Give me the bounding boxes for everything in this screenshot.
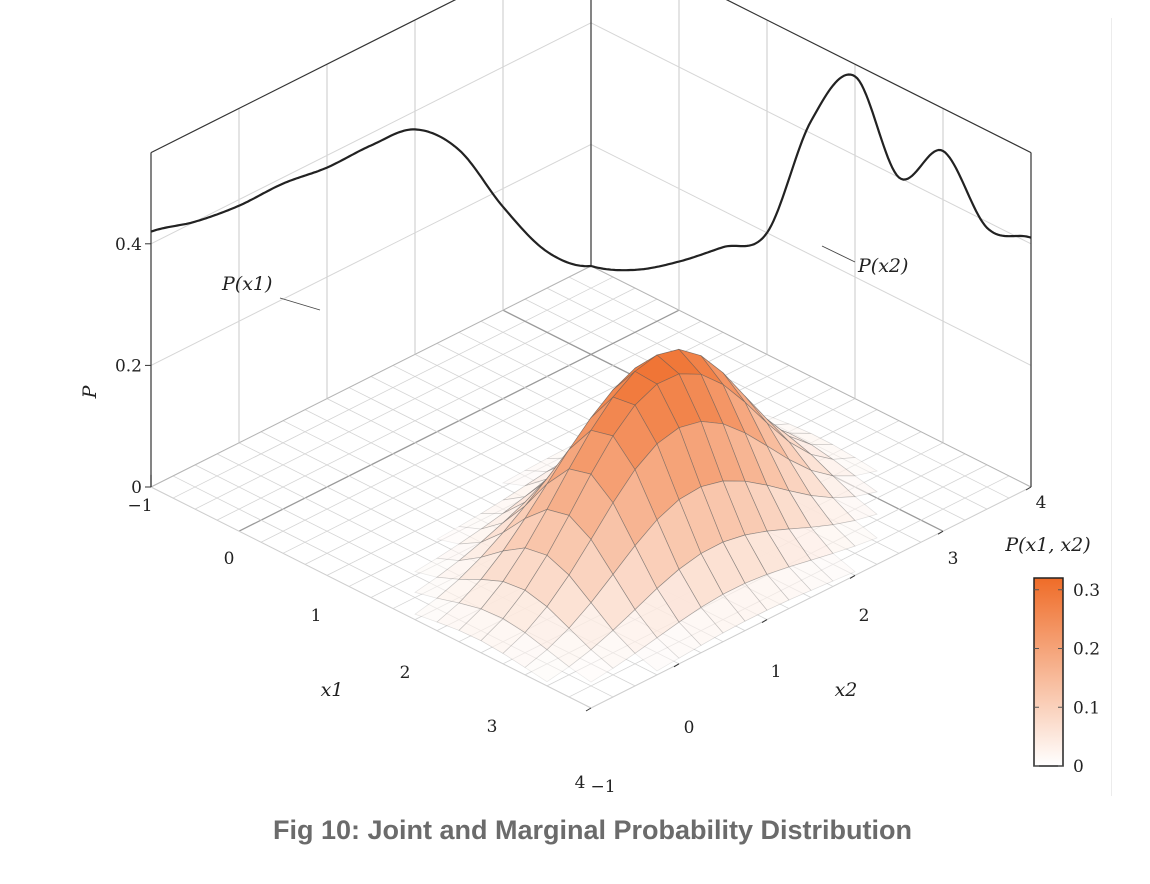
- colorbar-tick-label: 0.1: [1073, 698, 1100, 718]
- surface-patch: [590, 629, 636, 669]
- x1-axis-tick: [937, 530, 944, 535]
- colorbar-label: P(x1, x2): [1004, 534, 1090, 556]
- left-wall-hline: [150, 22, 592, 245]
- surface-patch: [634, 637, 680, 672]
- colorbar-tick-label: 0.3: [1073, 581, 1100, 601]
- marginal-label-x2: P(x2): [857, 255, 908, 277]
- marginal-leader-x1: [279, 297, 321, 311]
- x2-tick-label: −1: [590, 777, 615, 797]
- floor-edge-front-right: [150, 486, 592, 709]
- right-wall-top-edge: [725, 0, 1032, 154]
- x2-tick-label: 2: [859, 606, 870, 626]
- x1-tick-label: 0: [224, 549, 235, 569]
- right-wall-hline: [590, 22, 1032, 245]
- left-wall-hline: [150, 143, 592, 366]
- x1-tick-label: 1: [311, 606, 322, 626]
- x1-axis-tick: [673, 663, 680, 668]
- marginal-curve-x1: [150, 128, 592, 268]
- floor-edge-x2: [590, 265, 1032, 488]
- marginal-curve-x2: [590, 73, 1032, 272]
- colorbar: P(x1, x2) 0 0.1 0.2 0.3: [1004, 534, 1100, 777]
- x2-tick-label: 1: [771, 662, 782, 682]
- colorbar-gradient: [1033, 577, 1064, 767]
- right-wall-hline: [590, 143, 1032, 366]
- x1-axis-tick: [761, 619, 768, 624]
- x2-tick-label: 3: [948, 549, 959, 569]
- colorbar-tick-label: 0: [1073, 757, 1084, 777]
- surface-patch: [568, 649, 614, 683]
- floor-edge-front-left: [590, 486, 1032, 709]
- p-axis-tick-label: 0.2: [115, 356, 142, 376]
- p-axis-label: P: [79, 384, 101, 399]
- x1-tick-label: 2: [400, 663, 411, 683]
- surface-patch: [524, 649, 570, 683]
- x1-tick-label: 3: [487, 717, 498, 737]
- joint-surface: [414, 348, 878, 683]
- page-divider: [1111, 18, 1112, 796]
- x1-tick-label: −1: [127, 496, 152, 516]
- x2-axis-label: x2: [835, 679, 858, 701]
- marginal-label-x1: P(x1): [221, 273, 272, 295]
- x2-tick-label: 0: [684, 718, 695, 738]
- x1-axis-label: x1: [321, 679, 344, 701]
- left-wall-top-edge: [150, 0, 457, 154]
- floor-edge-x1: [150, 265, 592, 488]
- x1-tick-label: 4: [575, 773, 586, 793]
- x1-axis-tick: [849, 574, 856, 579]
- x1-axis-tick: [1025, 486, 1032, 491]
- p-axis-tick-label: 0.4: [115, 235, 142, 255]
- back-walls: [150, 0, 1032, 487]
- x2-tick-label: 4: [1036, 493, 1047, 513]
- colorbar-tick-label: 0.2: [1073, 640, 1100, 660]
- marginal-curves: [150, 73, 1032, 272]
- figure-caption: Fig 10: Joint and Marginal Probability D…: [272, 815, 913, 845]
- x1-axis-tick: [585, 707, 592, 712]
- p-axis-tick-label: 0: [131, 478, 142, 498]
- marginal-leader-x2: [821, 245, 856, 263]
